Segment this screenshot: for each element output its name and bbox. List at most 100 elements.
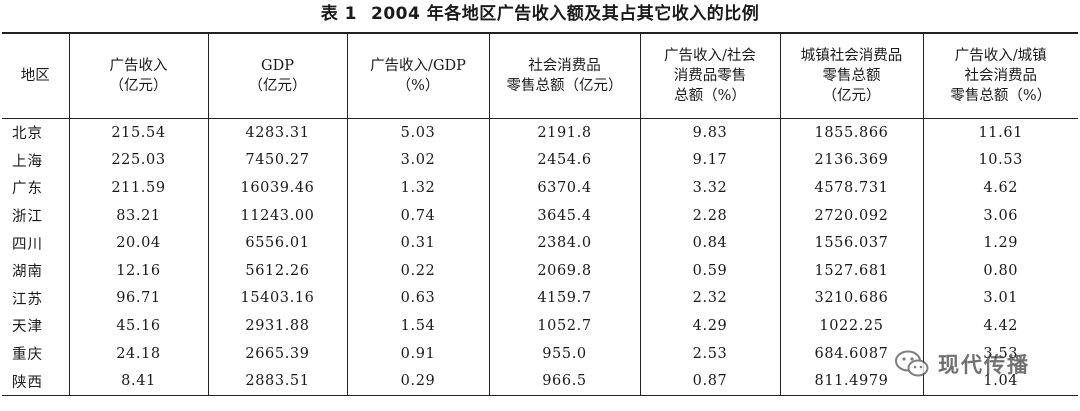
value-cell: 0.74 — [346, 201, 489, 230]
value-cell: 1855.866 — [779, 118, 923, 147]
column-header-line: 社会消费品 — [964, 68, 1038, 84]
table-row: 陕西 8.41 2883.51 0.29 966.5 0.87 811.4979 1.04 — [2, 367, 1078, 396]
value-cell: 15403.16 — [207, 284, 347, 313]
region-cell: 天津 — [12, 319, 43, 336]
value-cell: 1556.037 — [779, 229, 923, 257]
column-header-line: （%） — [396, 78, 440, 94]
value-cell: 0.29 — [346, 367, 489, 396]
column-header-line: 城镇社会消费品 — [800, 48, 903, 64]
value-cell: 3645.4 — [488, 201, 640, 230]
value-cell: 2454.6 — [488, 146, 640, 175]
value-cell: 955.0 — [488, 339, 640, 368]
column-header-line: （亿元） — [822, 88, 881, 104]
value-cell: 20.04 — [68, 229, 208, 257]
value-cell: 1.32 — [346, 174, 489, 202]
value-cell: 2720.092 — [779, 201, 923, 230]
column-header: 广告收入/社会 消费品零售 总额（%） — [639, 32, 780, 119]
value-cell: 5612.26 — [207, 256, 347, 285]
table-body: 北京 215.54 4283.31 5.03 2191.8 9.83 1855.866 11.… — [2, 118, 1078, 396]
value-cell: 0.91 — [346, 339, 489, 368]
value-cell: 1527.681 — [779, 256, 923, 285]
value-cell: 2.53 — [639, 339, 780, 368]
column-header: 广告收入 （亿元） — [68, 32, 208, 119]
value-cell: 3.06 — [922, 201, 1078, 230]
table-row: 湖南 12.16 5612.26 0.22 2069.8 0.59 1527.681 0.80 — [2, 256, 1078, 285]
column-header-line: 广告收入/GDP — [370, 58, 466, 74]
value-cell: 3.32 — [639, 174, 780, 202]
region-cell: 陕西 — [2, 367, 69, 396]
watermark: 现代传播 — [894, 344, 1054, 384]
value-cell: 3210.686 — [779, 284, 923, 313]
region-cell: 浙江 — [12, 209, 43, 226]
value-cell: 4.62 — [922, 174, 1078, 202]
value-cell: 4.42 — [922, 312, 1078, 340]
value-cell: 2136.369 — [779, 146, 923, 175]
value-cell: 225.03 — [68, 146, 208, 175]
column-header-line: 总额（%） — [674, 88, 746, 104]
value-cell: 45.16 — [68, 312, 208, 340]
value-cell: 24.18 — [68, 339, 208, 368]
value-cell: 5.03 — [346, 118, 489, 147]
region-cell: 北京 — [12, 126, 43, 143]
value-cell: 2.28 — [639, 201, 780, 230]
column-header-line: 广告收入/城镇 — [954, 48, 1047, 64]
column-header-line: 社会消费品 — [528, 58, 601, 74]
column-header-line: （亿元） — [248, 78, 307, 94]
value-cell: 10.53 — [922, 146, 1078, 175]
value-cell: 6370.4 — [488, 174, 640, 202]
value-cell: 9.17 — [639, 146, 780, 175]
value-cell: 4.29 — [639, 312, 780, 340]
column-header-line: 地区 — [20, 68, 50, 84]
value-cell: 0.84 — [639, 229, 780, 257]
value-cell: 2665.39 — [207, 339, 347, 368]
region-cell: 四川 — [12, 236, 43, 253]
value-cell: 2883.51 — [207, 367, 347, 396]
column-header-line: 零售总额（亿元） — [506, 78, 623, 94]
caption-title: 2004 年各地区广告收入额及其占其它收入的比例 — [371, 4, 760, 24]
value-cell: 0.59 — [639, 256, 780, 285]
region-cell: 重庆 — [12, 347, 43, 364]
column-header-line: 零售总额 — [822, 68, 881, 84]
value-cell: 215.54 — [68, 118, 208, 147]
value-cell: 16039.46 — [207, 174, 347, 202]
value-cell: 7450.27 — [207, 146, 347, 175]
value-cell: 2.32 — [639, 284, 780, 313]
value-cell: 6556.01 — [207, 229, 347, 257]
region-cell: 广东 — [12, 181, 43, 198]
value-cell: 2191.8 — [488, 118, 640, 147]
value-cell: 4578.731 — [779, 174, 923, 202]
table-row: 广东 211.59 16039.46 1.32 6370.4 3.32 4578.731 4.… — [2, 174, 1078, 202]
column-header: GDP （亿元） — [207, 32, 347, 119]
column-header-line: 消费品零售 — [673, 68, 747, 84]
value-cell: 8.41 — [68, 367, 208, 396]
data-table: 地区 广告收入 （亿元） GDP （亿元） 广告收入/GDP （%） 社会消费品 零售总额（亿元… — [2, 32, 1078, 396]
value-cell: 0.63 — [346, 284, 489, 313]
column-header: 广告收入/城镇 社会消费品 零售总额（%） — [922, 32, 1078, 119]
value-cell: 811.4979 — [779, 367, 923, 396]
value-cell: 966.5 — [488, 367, 640, 396]
column-header: 城镇社会消费品 零售总额 （亿元） — [779, 32, 923, 119]
value-cell: 1.29 — [922, 229, 1078, 257]
region-cell: 上海 — [12, 153, 43, 170]
value-cell: 0.87 — [639, 367, 780, 396]
value-cell: 0.31 — [346, 229, 489, 257]
value-cell: 211.59 — [68, 174, 208, 202]
wechat-icon — [895, 350, 929, 377]
value-cell: 3.02 — [346, 146, 489, 175]
table-row: 江苏 96.71 15403.16 0.63 4159.7 2.32 3210.686 3.0… — [2, 284, 1078, 313]
value-cell: 4283.31 — [207, 118, 347, 147]
table-row: 重庆 24.18 2665.39 0.91 955.0 2.53 684.6087 3.53 — [2, 339, 1078, 368]
value-cell: 1.54 — [346, 312, 489, 340]
value-cell: 9.83 — [639, 118, 780, 147]
column-header-line: （亿元） — [109, 78, 168, 94]
column-header-line: GDP — [261, 58, 294, 74]
column-header: 地区 — [2, 32, 69, 119]
value-cell: 11.61 — [922, 118, 1078, 147]
value-cell: 83.21 — [68, 201, 208, 230]
table-row: 四川 20.04 6556.01 0.31 2384.0 0.84 1556.037 1.29 — [2, 229, 1078, 257]
column-header-line: 广告收入 — [109, 58, 168, 74]
value-cell: 1052.7 — [488, 312, 640, 340]
table-row: 北京 215.54 4283.31 5.03 2191.8 9.83 1855.866 11.… — [2, 118, 1078, 147]
value-cell: 1022.25 — [779, 312, 923, 340]
table-row: 浙江 83.21 11243.00 0.74 3645.4 2.28 2720.092 3.0… — [2, 201, 1078, 230]
